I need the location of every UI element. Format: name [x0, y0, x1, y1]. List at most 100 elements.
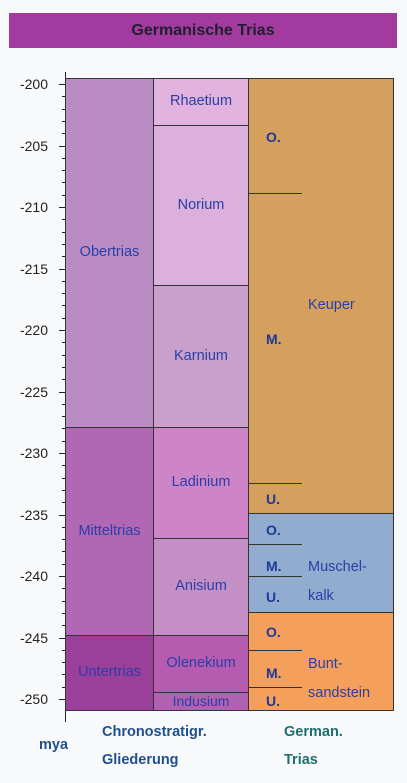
axis-major-tick	[59, 269, 65, 270]
axis-minor-tick	[62, 109, 65, 110]
chart-title: Germanische Trias	[9, 13, 397, 48]
stage-anisium-label: Anisium	[175, 578, 227, 595]
stage-indusium-label: Indusium	[172, 693, 230, 709]
axis-minor-tick	[62, 256, 65, 257]
axis-major-tick	[59, 576, 65, 577]
axis-minor-tick	[62, 588, 65, 589]
group-buntsandstein	[248, 612, 394, 711]
axis-tick-label: -210	[19, 199, 48, 215]
muschelkalk-upper-divider	[248, 544, 302, 545]
group-keuper-label: Keuper	[308, 297, 355, 313]
axis-minor-tick	[62, 687, 65, 688]
stage-indusium: Indusium	[153, 692, 249, 711]
buntsandstein-lower-divider	[248, 687, 302, 688]
stage-ladinium-label: Ladinium	[171, 474, 231, 491]
muschelkalk-middle-label: M.	[266, 558, 282, 574]
muschelkalk-lower-label: U.	[266, 589, 280, 605]
keuper-lower-divider	[248, 483, 302, 484]
axis-minor-tick	[62, 133, 65, 134]
stage-karnium: Karnium	[153, 285, 249, 428]
axis-tick-label: -235	[19, 507, 48, 523]
axis-minor-tick	[62, 195, 65, 196]
series-obertrias: Obertrias	[65, 78, 154, 428]
axis-minor-tick	[62, 527, 65, 528]
axis-minor-tick	[62, 404, 65, 405]
stage-rhaetium: Rhaetium	[153, 78, 249, 126]
axis-tick-label: -250	[19, 691, 48, 707]
axis-tick-label: -245	[19, 630, 48, 646]
axis-minor-tick	[62, 625, 65, 626]
axis-minor-tick	[62, 342, 65, 343]
axis-tick-label: -220	[19, 322, 48, 338]
axis-tick-label: -240	[19, 568, 48, 584]
axis-minor-tick	[62, 318, 65, 319]
buntsandstein-upper-divider	[248, 650, 302, 651]
axis-major-tick	[59, 146, 65, 147]
axis-major-tick	[59, 515, 65, 516]
axis-minor-tick	[62, 170, 65, 171]
axis-minor-tick	[62, 121, 65, 122]
axis-minor-tick	[62, 428, 65, 429]
axis-minor-tick	[62, 293, 65, 294]
axis-minor-tick	[62, 441, 65, 442]
axis-minor-tick	[62, 182, 65, 183]
axis-minor-tick	[62, 355, 65, 356]
stage-olenekium: Olenekium	[153, 635, 249, 693]
axis-major-tick	[59, 699, 65, 700]
axis-major-tick	[59, 330, 65, 331]
stage-anisium: Anisium	[153, 538, 249, 636]
axis-major-tick	[59, 207, 65, 208]
group-keuper	[248, 78, 394, 514]
footer-german: German. Trias	[284, 724, 343, 768]
axis-minor-tick	[62, 502, 65, 503]
axis-minor-tick	[62, 219, 65, 220]
axis-minor-tick	[62, 367, 65, 368]
stage-rhaetium-label: Rhaetium	[169, 93, 233, 110]
axis-minor-tick	[62, 564, 65, 565]
axis-minor-tick	[62, 613, 65, 614]
series-untertrias-label: Untertrias	[78, 664, 141, 681]
axis-minor-tick	[62, 490, 65, 491]
axis-tick-label: -200	[19, 76, 48, 92]
footer-chrono: Chronostratigr. Gliederung	[102, 724, 207, 768]
axis-tick-label: -205	[19, 138, 48, 154]
axis-minor-tick	[62, 674, 65, 675]
axis-minor-tick	[62, 650, 65, 651]
axis-major-tick	[59, 84, 65, 85]
muschelkalk-upper-label: O.	[266, 522, 281, 538]
axis-major-tick	[59, 453, 65, 454]
axis-minor-tick	[62, 232, 65, 233]
keuper-upper-divider	[248, 193, 302, 194]
axis-minor-tick	[62, 244, 65, 245]
axis-minor-tick	[62, 281, 65, 282]
axis-minor-tick	[62, 158, 65, 159]
axis-minor-tick	[62, 539, 65, 540]
axis-tick-label: -230	[19, 445, 48, 461]
footer-mya: mya	[39, 737, 69, 753]
stage-norium: Norium	[153, 125, 249, 286]
axis-minor-tick	[62, 601, 65, 602]
stage-norium-label: Norium	[177, 196, 225, 213]
buntsandstein-lower-label: U.	[266, 693, 280, 709]
keuper-lower-label: U.	[266, 491, 280, 507]
stage-ladinium: Ladinium	[153, 427, 249, 539]
axis-minor-tick	[62, 305, 65, 306]
axis-minor-tick	[62, 379, 65, 380]
series-mitteltrias-label: Mitteltrias	[78, 522, 141, 539]
stage-olenekium-label: Olenekium	[166, 655, 236, 672]
group-buntsandstein-label: Bunt- sandstein	[308, 656, 371, 701]
keuper-middle-label: M.	[266, 331, 282, 347]
keuper-upper-label: O.	[266, 129, 281, 145]
axis-tick-label: -215	[19, 261, 48, 277]
stage-karnium-label: Karnium	[174, 347, 228, 364]
buntsandstein-upper-label: O.	[266, 624, 281, 640]
series-obertrias-label: Obertrias	[79, 244, 140, 261]
axis-minor-tick	[62, 662, 65, 663]
axis-minor-tick	[62, 416, 65, 417]
axis-major-tick	[59, 392, 65, 393]
series-untertrias: Untertrias	[65, 635, 154, 711]
axis-tick-label: -225	[19, 384, 48, 400]
axis-minor-tick	[62, 551, 65, 552]
axis-minor-tick	[62, 465, 65, 466]
axis-minor-tick	[62, 96, 65, 97]
